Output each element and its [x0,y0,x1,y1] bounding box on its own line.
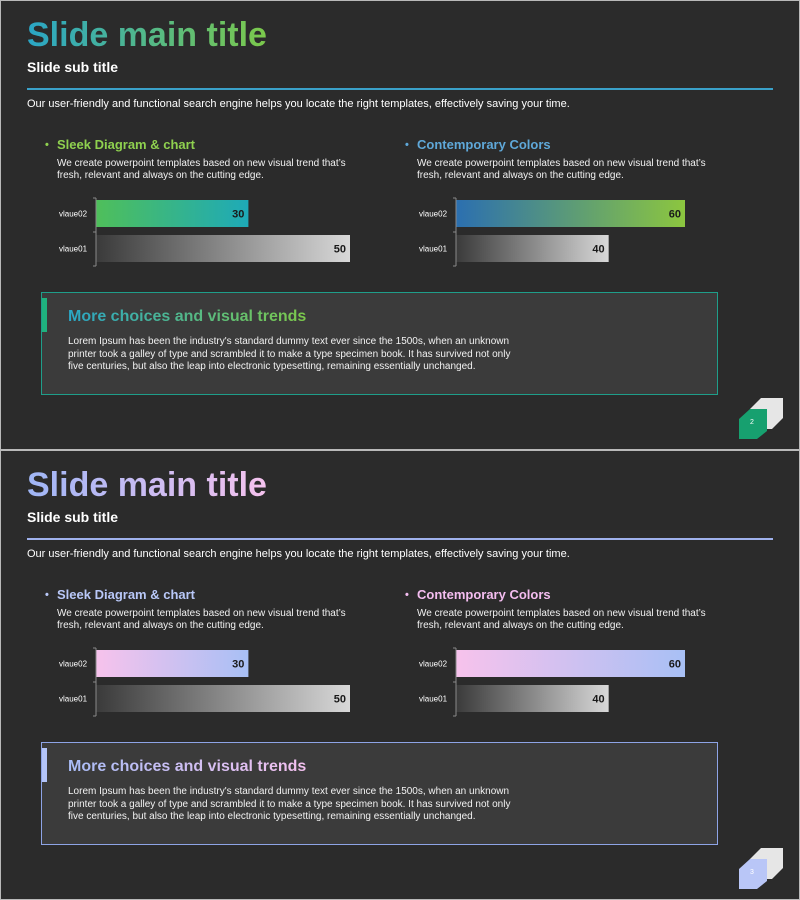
page-number-badge: 3 [737,847,787,889]
bar-vlaue01 [456,235,609,262]
box-text: Lorem Ipsum has been the industry's stan… [68,786,511,822]
slide: Slide main title Slide sub title Our use… [1,1,799,449]
bar-vlaue02 [96,200,249,227]
box-accent-bar [42,298,47,332]
bar-vlaue02 [456,650,685,677]
column-heading: • Sleek Diagram & chart [45,587,365,603]
bar-vlaue01 [96,235,350,262]
bar-data-label: 30 [232,659,244,671]
bar-chart-svg: 60 vlaue02 40 vlaue01 [419,647,685,717]
bullet-icon: • [405,139,409,151]
bar-vlaue02 [456,200,685,227]
bar-chart-svg: 30 vlaue02 50 vlaue01 [59,647,350,717]
box-title: More choices and visual trends [68,308,307,325]
intro-text: Our user-friendly and functional search … [27,98,570,110]
column-description: We create powerpoint templates based on … [417,158,706,181]
column-left: • Sleek Diagram & chart We create powerp… [45,137,365,182]
page-badge-icon [739,398,783,439]
bar-vlaue01 [96,685,350,712]
intro-text: Our user-friendly and functional search … [27,548,570,560]
info-box: More choices and visual trends Lorem Ips… [41,292,718,395]
bullet-icon: • [45,589,49,601]
category-label: vlaue01 [59,695,88,704]
bar-data-label: 40 [592,694,604,706]
box-title: More choices and visual trends [68,758,307,775]
title-divider [27,538,773,540]
column-heading-text: Sleek Diagram & chart [57,587,196,602]
bar-chart-svg: 30 vlaue02 50 vlaue01 [59,197,350,267]
column-heading: • Contemporary Colors [405,587,725,603]
bar-vlaue01 [456,685,609,712]
column-heading-text: Sleek Diagram & chart [57,137,196,152]
category-label: vlaue02 [59,210,88,219]
category-label: vlaue01 [59,245,88,254]
slide-main-title: Slide main title [27,466,267,504]
slide-sub-title: Slide sub title [27,59,119,75]
bar-chart-left: 30 vlaue02 50 vlaue01 [45,196,365,268]
box-text: Lorem Ipsum has been the industry's stan… [68,336,511,372]
bar-data-label: 50 [334,694,346,706]
bar-data-label: 30 [232,209,244,221]
category-label: vlaue02 [59,660,88,669]
column-right: • Contemporary Colors We create powerpoi… [405,587,725,632]
category-label: vlaue02 [419,210,448,219]
column-right: • Contemporary Colors We create powerpoi… [405,137,725,182]
column-description: We create powerpoint templates based on … [57,158,346,181]
bullet-icon: • [45,139,49,151]
column-description: We create powerpoint templates based on … [417,608,706,631]
slide: Slide main title Slide sub title Our use… [1,451,799,899]
title-divider [27,88,773,90]
page-number: 2 [750,419,754,426]
category-label: vlaue01 [419,695,448,704]
slide-main-title: Slide main title [27,16,267,54]
box-accent-bar [42,748,47,782]
bar-data-label: 40 [592,244,604,256]
column-heading: • Contemporary Colors [405,137,725,153]
column-description: We create powerpoint templates based on … [57,608,346,631]
bar-data-label: 60 [669,659,681,671]
info-box: More choices and visual trends Lorem Ips… [41,742,718,845]
page-number-badge: 2 [737,397,787,439]
slide-sub-title: Slide sub title [27,509,119,525]
column-heading-text: Contemporary Colors [417,587,551,602]
column-heading-text: Contemporary Colors [417,137,551,152]
column-left: • Sleek Diagram & chart We create powerp… [45,587,365,632]
bar-data-label: 50 [334,244,346,256]
column-heading: • Sleek Diagram & chart [45,137,365,153]
bar-vlaue02 [96,650,249,677]
bar-chart-left: 30 vlaue02 50 vlaue01 [45,646,365,718]
category-label: vlaue02 [419,660,448,669]
category-label: vlaue01 [419,245,448,254]
bullet-icon: • [405,589,409,601]
page-number: 3 [750,869,754,876]
bar-chart-right: 60 vlaue02 40 vlaue01 [405,196,725,268]
bar-chart-svg: 60 vlaue02 40 vlaue01 [419,197,685,267]
bar-chart-right: 60 vlaue02 40 vlaue01 [405,646,725,718]
page-badge-icon [739,848,783,889]
bar-data-label: 60 [669,209,681,221]
